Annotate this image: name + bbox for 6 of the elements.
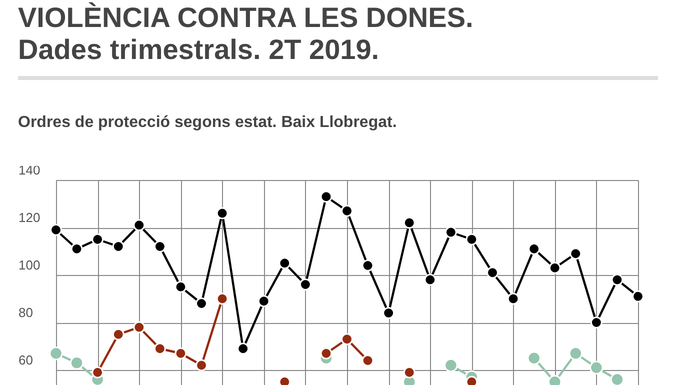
y-tick-label: 80 (18, 305, 33, 320)
y-tick-label: 60 (18, 352, 33, 368)
chart-title: VIOLÈNCIA CONTRA LES DONES. Dades trimestrals. 2T 2019. (18, 2, 474, 66)
chart-subtitle: Ordres de protecció segons estat. Baix Llobregat. (18, 114, 397, 132)
y-tick-label: 100 (18, 258, 40, 272)
y-tick-label: 120 (18, 210, 40, 225)
